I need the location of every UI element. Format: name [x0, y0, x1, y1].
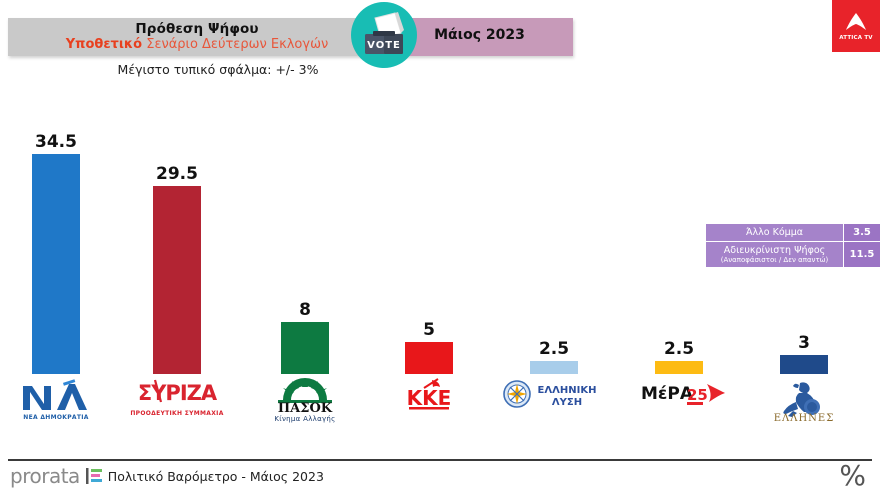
bar-value-kke: 5	[423, 320, 435, 340]
svg-text:ΕΛΛΗΝΕΣ: ΕΛΛΗΝΕΣ	[774, 413, 835, 424]
legend-label-other-party: Άλλο Κόμμα	[745, 227, 804, 238]
party-logo-mera25: ΜέΡΑ 25	[619, 374, 739, 440]
bar-group-mera25: 2.5 ΜέΡΑ 25	[619, 339, 739, 405]
party-logo-kke: ΚΚΕ	[369, 374, 489, 440]
header-title-panel	[8, 18, 386, 56]
bar-group-syriza: 29.5 ΣΥΡΙΖΑ ΠΡΟΟΔΕΥΤΙΚΗ ΣΥΜΜΑΧΙΑ	[117, 164, 237, 418]
bar-rect-kke[interactable]	[405, 342, 453, 374]
attica-tv-wordmark: ATTICA TV	[839, 35, 873, 41]
party-logo-elliniki-lysi: ΕΛΛΗΝΙΚΗ ΛΥΣΗ	[494, 374, 614, 440]
legend-value-undecided: 11.5	[843, 242, 880, 268]
svg-text:ΛΥΣΗ: ΛΥΣΗ	[552, 397, 582, 408]
bar-group-kke: 5 ΚΚΕ	[369, 320, 489, 410]
percent-symbol: %	[839, 459, 866, 492]
bar-rect-ellines[interactable]	[780, 355, 828, 374]
bar-rect-nd[interactable]	[32, 154, 80, 374]
legend-sublabel-undecided: (Αναποφάσιστοι / Δεν απαντώ)	[720, 255, 829, 264]
prorata-wordmark: prorata	[10, 464, 80, 488]
party-logo-nd: ΝΕΑ ΔΗΜΟΚΡΑΤΙΑ	[0, 374, 116, 440]
party-fullname-nd: ΝΕΑ ΔΗΜΟΚΡΑΤΙΑ	[23, 414, 89, 421]
legend-row-other-party: Άλλο Κόμμα 3.5	[706, 224, 880, 243]
party-fullname-syriza: ΠΡΟΟΔΕΥΤΙΚΗ ΣΥΜΜΑΧΙΑ	[130, 410, 224, 417]
bar-chart: 34.5 ΝΕΑ ΔΗΜΟΚΡΑΤΙΑ 29.5 ΣΥΡΙΖΑ ΠΡΟΟΔΕΥΤ…	[0, 95, 880, 443]
bar-value-mera25: 2.5	[663, 339, 695, 359]
bar-value-elliniki-lysi: 2.5	[538, 339, 570, 359]
bar-group-pasok: 8 ΠΑΣΟΚ Κίνημα Αλλαγής	[245, 300, 365, 424]
legend-value-other-party: 3.5	[843, 224, 880, 242]
attica-tv-logo: ATTICA TV	[832, 0, 880, 52]
bar-rect-pasok[interactable]	[281, 322, 329, 374]
header-date-panel	[386, 18, 573, 56]
scenario-emphasis: Υποθετικό	[65, 37, 143, 52]
footer-caption: Πολιτικό Βαρόμετρο - Μάιος 2023	[107, 468, 324, 484]
svg-text:ΠΑΣΟΚ: ΠΑΣΟΚ	[278, 401, 333, 414]
header-band: Πρόθεση Ψήφου Υποθετικό Σενάριο Δεύτερων…	[8, 18, 573, 56]
bar-group-ellines: 3 ΕΛΛΗΝΕΣ	[744, 333, 864, 425]
bar-value-nd: 34.5	[35, 132, 77, 152]
svg-text:ΚΚΕ: ΚΚΕ	[407, 386, 452, 410]
party-logo-pasok: ΠΑΣΟΚ Κίνημα Αλλαγής	[245, 374, 365, 440]
party-logo-ellines: ΕΛΛΗΝΕΣ	[744, 374, 864, 440]
prorata-bars-icon	[85, 468, 102, 484]
bar-value-ellines: 3	[798, 333, 810, 353]
secondary-results-legend: Άλλο Κόμμα 3.5 Αδιευκρίνιστη Ψήφος (Αναπ…	[706, 224, 880, 268]
bar-group-elliniki-lysi: 2.5 ΕΛΛΗΝΙΚΗ ΛΥΣΗ	[494, 339, 614, 408]
svg-text:ΕΛΛΗΝΙΚΗ: ΕΛΛΗΝΙΚΗ	[538, 385, 597, 396]
attica-arch-icon	[846, 13, 866, 30]
footer: prorata Πολιτικό Βαρόμετρο - Μάιος 2023	[10, 466, 324, 486]
bar-group-nd: 34.5 ΝΕΑ ΔΗΜΟΚΡΑΤΙΑ	[0, 132, 116, 421]
page-title: Πρόθεση Ψήφου	[135, 21, 259, 37]
scenario-rest: Σενάριο Δεύτερων Εκλογών	[142, 37, 329, 52]
page-subtitle-scenario: Υποθετικό Σενάριο Δεύτερων Εκλογών	[8, 37, 386, 52]
margin-of-error-note: Μέγιστο τυπικό σφάλμα: +/- 3%	[117, 62, 319, 77]
legend-label-undecided: Αδιευκρίνιστη Ψήφος	[723, 245, 826, 257]
footer-divider	[8, 459, 872, 461]
party-fullname-pasok: Κίνημα Αλλαγής	[274, 415, 336, 423]
poll-date: Μάιος 2023	[434, 27, 525, 43]
legend-row-undecided: Αδιευκρίνιστη Ψήφος (Αναποφάσιστοι / Δεν…	[706, 242, 880, 268]
svg-text:ΣΥΡΙΖΑ: ΣΥΡΙΖΑ	[138, 381, 218, 405]
vote-ballot-icon: VOTE	[351, 2, 417, 68]
bar-rect-mera25[interactable]	[655, 361, 703, 374]
svg-text:25: 25	[687, 386, 708, 404]
bar-rect-syriza[interactable]	[153, 186, 201, 374]
bar-value-syriza: 29.5	[156, 164, 198, 184]
svg-text:VOTE: VOTE	[367, 40, 401, 51]
bar-value-pasok: 8	[299, 300, 311, 320]
svg-text:ΜέΡΑ: ΜέΡΑ	[641, 384, 694, 404]
party-logo-syriza: ΣΥΡΙΖΑ ΠΡΟΟΔΕΥΤΙΚΗ ΣΥΜΜΑΧΙΑ	[117, 374, 237, 440]
bar-rect-elliniki-lysi[interactable]	[530, 361, 578, 374]
